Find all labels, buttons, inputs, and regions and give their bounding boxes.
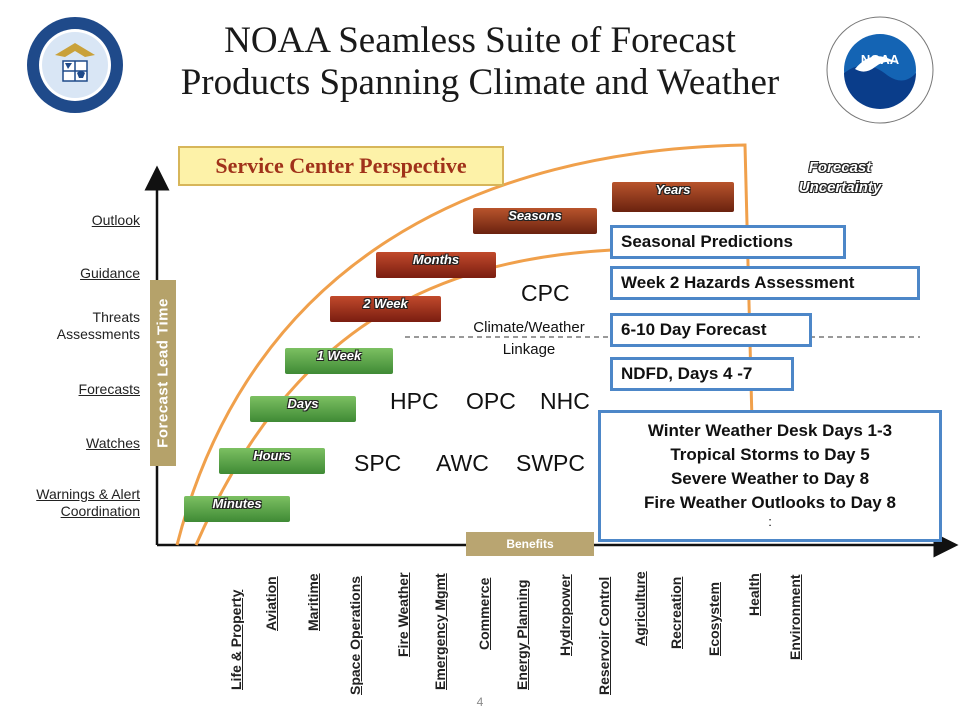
ylabel-warnings-line-1: Warnings & Alert xyxy=(36,486,140,502)
page-number: 4 xyxy=(476,695,484,709)
ylabel-threats: Threats Assessments xyxy=(10,309,140,343)
short-range-line-4: Fire Weather Outlooks to Day 8 xyxy=(644,493,896,512)
ylabel-forecasts: Forecasts xyxy=(78,381,140,397)
benefit-hydropower: Hydropower xyxy=(557,574,573,656)
page-title: NOAA Seamless Suite of Forecast Products… xyxy=(150,20,810,104)
benefit-agriculture: Agriculture xyxy=(632,571,648,646)
service-center-perspective-label: Service Center Perspective xyxy=(178,146,504,186)
timescale-months: Months xyxy=(376,252,496,278)
benefit-space-operations: Space Operations xyxy=(347,575,363,695)
commerce-seal-icon xyxy=(27,17,123,113)
linkage-line-2: Linkage xyxy=(502,341,556,358)
forecast-uncertainty-label: Forecast Uncertainty xyxy=(770,158,910,198)
benefit-energy-planning: Energy Planning xyxy=(514,579,530,690)
svg-text:NOAA: NOAA xyxy=(861,52,900,67)
timescale-2-week: 2 Week xyxy=(330,296,441,322)
center-swpc: SWPC xyxy=(516,450,585,476)
product-ndfd: NDFD, Days 4 -7 xyxy=(610,357,794,391)
center-cpc: CPC xyxy=(521,280,570,306)
benefit-ecosystem: Ecosystem xyxy=(706,582,722,656)
timescale-years: Years xyxy=(612,182,734,212)
ylabel-threats-line-2: Assessments xyxy=(56,326,140,342)
uncertainty-line-1: Forecast xyxy=(808,159,872,176)
title-line-2: Products Spanning Climate and Weather xyxy=(180,62,780,103)
short-range-products-box: Winter Weather Desk Days 1-3 Tropical St… xyxy=(598,410,942,542)
climate-weather-linkage: Climate/Weather Linkage xyxy=(455,317,603,361)
forecast-lead-time-band: Forecast Lead Time xyxy=(150,280,176,466)
linkage-line-1: Climate/Weather xyxy=(473,319,585,336)
timescale-1-week: 1 Week xyxy=(285,348,393,374)
product-6-10-day-forecast: 6-10 Day Forecast xyxy=(610,313,812,347)
benefit-maritime: Maritime xyxy=(305,573,321,631)
short-range-line-5: : xyxy=(768,514,772,529)
product-week-2-hazards: Week 2 Hazards Assessment xyxy=(610,266,920,300)
ylabel-warnings: Warnings & Alert Coordination xyxy=(10,486,140,520)
benefit-commerce: Commerce xyxy=(476,577,492,650)
benefit-environment: Environment xyxy=(787,574,803,660)
benefits-label: Benefits xyxy=(466,532,594,556)
product-seasonal-predictions: Seasonal Predictions xyxy=(610,225,846,259)
ylabel-guidance: Guidance xyxy=(80,265,140,281)
short-range-line-2: Tropical Storms to Day 5 xyxy=(670,445,870,464)
uncertainty-line-2: Uncertainty xyxy=(798,179,882,196)
benefit-reservoir-control: Reservoir Control xyxy=(596,576,612,695)
short-range-line-1: Winter Weather Desk Days 1-3 xyxy=(647,421,893,440)
title-line-1: NOAA Seamless Suite of Forecast xyxy=(224,20,736,61)
center-opc: OPC xyxy=(466,388,516,414)
benefit-aviation: Aviation xyxy=(263,576,279,631)
ylabel-warnings-line-2: Coordination xyxy=(60,503,140,519)
benefit-health: Health xyxy=(746,573,762,616)
timescale-hours: Hours xyxy=(219,448,325,474)
timescale-days: Days xyxy=(250,396,356,422)
noaa-logo-icon: NOAA xyxy=(826,16,934,124)
benefit-recreation: Recreation xyxy=(668,576,684,649)
ylabel-threats-line-1: Threats xyxy=(92,309,140,325)
ylabel-watches: Watches xyxy=(86,435,140,451)
benefit-fire-weather: Fire Weather xyxy=(395,572,411,657)
forecast-lead-time-label: Forecast Lead Time xyxy=(154,298,172,448)
center-awc: AWC xyxy=(436,450,489,476)
timescale-seasons: Seasons xyxy=(473,208,597,234)
benefit-life-property: Life & Property xyxy=(228,589,244,690)
uncertainty-curve-outer xyxy=(175,143,757,546)
center-hpc: HPC xyxy=(390,388,439,414)
short-range-line-3: Severe Weather to Day 8 xyxy=(670,469,870,488)
center-spc: SPC xyxy=(354,450,402,476)
center-nhc: NHC xyxy=(540,388,590,414)
timescale-minutes: Minutes xyxy=(184,496,290,522)
benefit-emergency-mgmt: Emergency Mgmt xyxy=(432,573,448,690)
ylabel-outlook: Outlook xyxy=(91,212,140,228)
